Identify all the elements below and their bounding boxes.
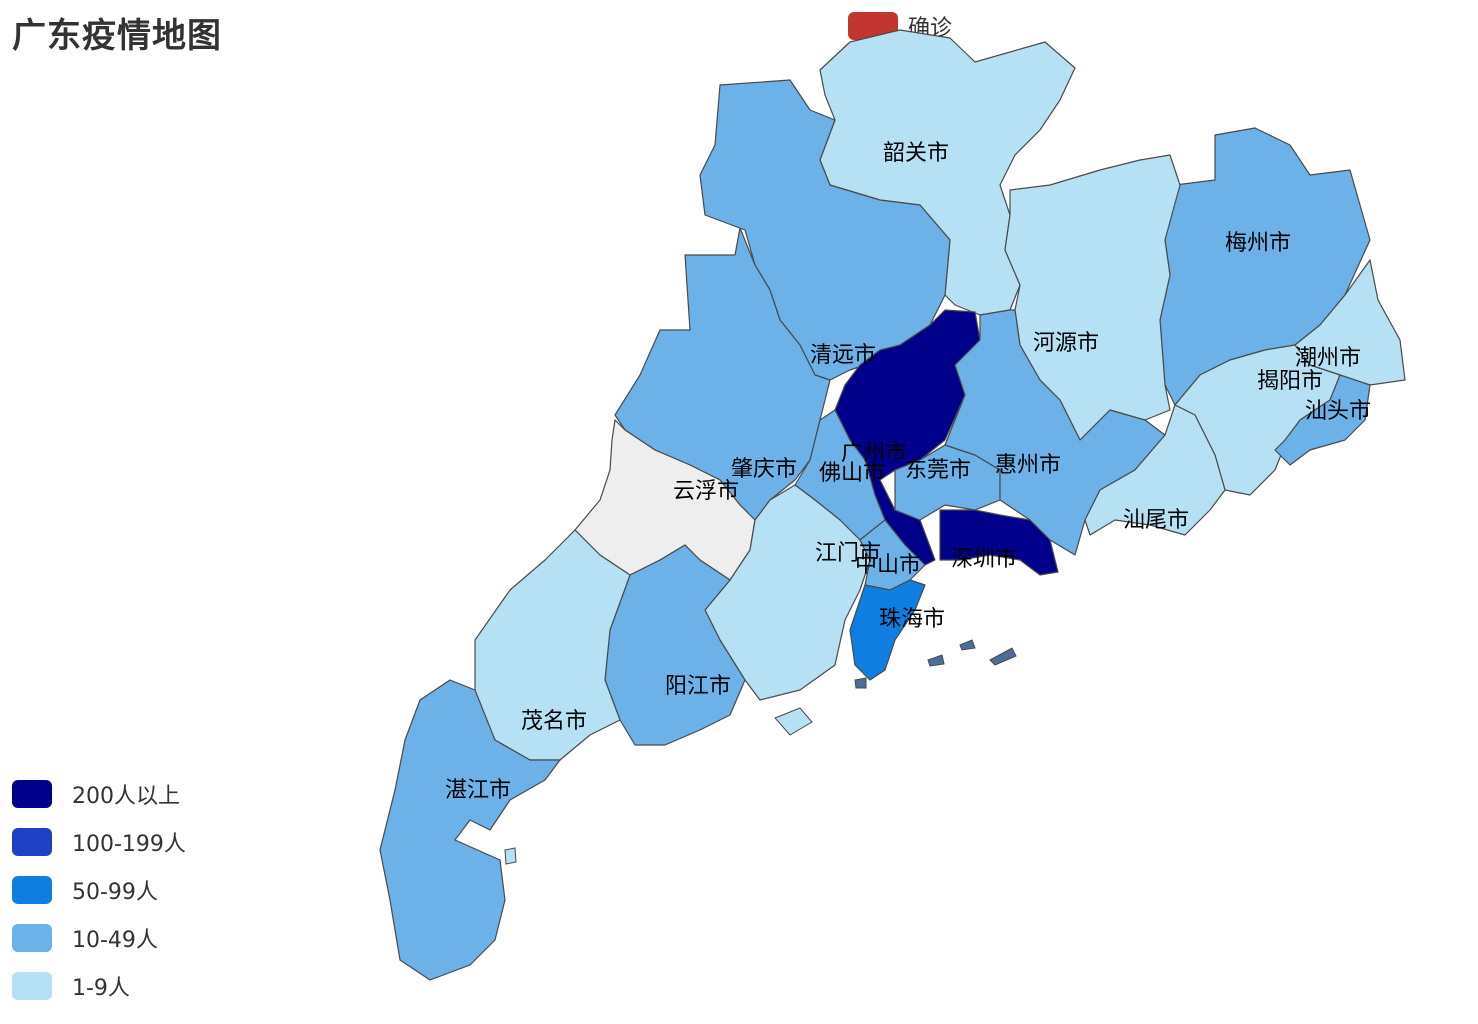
region-珠海市[interactable] bbox=[849, 579, 926, 681]
visual-map-label: 200人以上 bbox=[72, 784, 180, 809]
map-title: 广东疫情地图 bbox=[12, 16, 222, 56]
region-label: 揭阳市 bbox=[1257, 369, 1323, 394]
visual-map-item[interactable]: 100-199人 bbox=[12, 818, 186, 866]
visual-map-item[interactable]: 10-49人 bbox=[12, 914, 186, 962]
region-河源市[interactable] bbox=[1004, 154, 1181, 441]
visual-map-label: 50-99人 bbox=[72, 880, 158, 905]
region-label: 惠州市 bbox=[995, 453, 1061, 478]
visual-map-item[interactable]: 200人以上 bbox=[12, 770, 186, 818]
region-label: 汕头市 bbox=[1305, 399, 1371, 424]
region-汕头市[interactable] bbox=[1274, 374, 1371, 466]
region-label: 中山市 bbox=[855, 553, 921, 578]
region-label: 河源市 bbox=[1033, 331, 1099, 356]
region-label: 肇庆市 bbox=[731, 457, 797, 482]
region-label: 江门市 bbox=[815, 541, 881, 566]
region-汕尾市[interactable] bbox=[1084, 404, 1226, 536]
region-label: 汕尾市 bbox=[1123, 508, 1189, 533]
region-label: 珠海市 bbox=[879, 607, 945, 632]
region-深圳市[interactable] bbox=[939, 509, 1059, 576]
visual-map-item[interactable]: 50-99人 bbox=[12, 866, 186, 914]
visual-map-label: 1-9人 bbox=[72, 976, 130, 1001]
region-label: 清远市 bbox=[810, 343, 876, 368]
island-shape bbox=[504, 707, 813, 865]
visual-map-label: 10-49人 bbox=[72, 928, 158, 953]
region-label: 茂名市 bbox=[521, 709, 587, 734]
visual-map-swatch[interactable] bbox=[12, 828, 52, 856]
visual-map-item[interactable]: 1-9人 bbox=[12, 962, 186, 1010]
region-湛江市[interactable] bbox=[379, 679, 561, 981]
region-label: 阳江市 bbox=[665, 674, 731, 699]
region-label: 韶关市 bbox=[883, 141, 949, 166]
visual-map-swatch[interactable] bbox=[12, 924, 52, 952]
region-label: 梅州市 bbox=[1225, 231, 1291, 256]
visual-map-swatch[interactable] bbox=[12, 972, 52, 1000]
region-label: 云浮市 bbox=[673, 479, 739, 504]
region-label: 深圳市 bbox=[951, 547, 1017, 572]
visual-map-label: 100-199人 bbox=[72, 832, 186, 857]
region-label: 东莞市 bbox=[905, 458, 971, 483]
visual-map-legend: 200人以上 100-199人 50-99人 10-49人 1-9人 bbox=[12, 770, 186, 1010]
region-label: 广州市 bbox=[841, 441, 907, 466]
island-shape bbox=[854, 639, 1017, 689]
visual-map-swatch[interactable] bbox=[12, 876, 52, 904]
visual-map-swatch[interactable] bbox=[12, 780, 52, 808]
region-label: 湛江市 bbox=[445, 778, 511, 803]
region-label: 潮州市 bbox=[1295, 346, 1361, 371]
region-label: 佛山市 bbox=[819, 461, 885, 486]
